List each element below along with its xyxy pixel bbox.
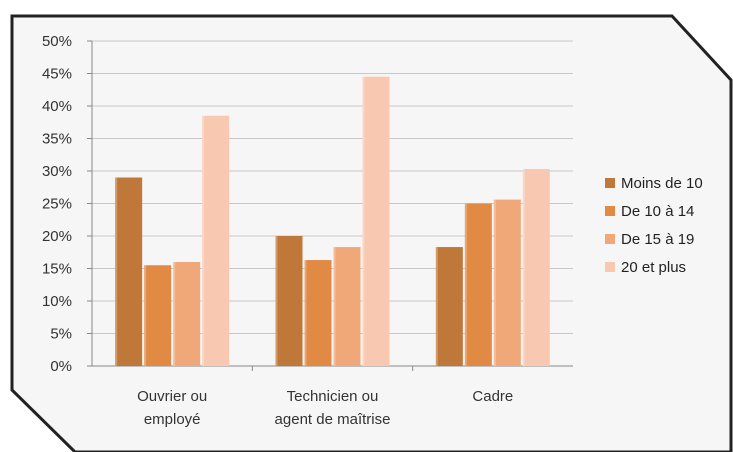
legend-label: De 15 à 19 bbox=[621, 231, 694, 248]
y-tick-label: 10% bbox=[42, 293, 72, 310]
bar-highlight bbox=[522, 169, 525, 366]
gridlines bbox=[92, 40, 573, 334]
bar bbox=[362, 76, 390, 366]
y-tick-label: 0% bbox=[50, 358, 72, 375]
legend-swatch bbox=[605, 262, 615, 272]
bar bbox=[202, 115, 230, 366]
bar-highlight bbox=[493, 199, 496, 366]
legend: Moins de 10 De 10 à 14 De 15 à 19 20 et plu… bbox=[605, 175, 703, 276]
x-category-label: Ouvrier ou bbox=[137, 388, 207, 405]
y-tick-label: 5% bbox=[50, 326, 72, 343]
bar-highlight bbox=[173, 262, 176, 366]
y-tick-label: 15% bbox=[42, 261, 72, 278]
bar-highlight bbox=[304, 260, 307, 366]
bar-highlight bbox=[362, 76, 365, 366]
bar bbox=[304, 260, 332, 366]
legend-swatch bbox=[605, 178, 615, 188]
legend-label: De 10 à 14 bbox=[621, 203, 694, 220]
bar-highlight bbox=[464, 203, 467, 366]
bar bbox=[464, 203, 492, 366]
bar bbox=[493, 199, 521, 366]
y-tick-label: 20% bbox=[42, 228, 72, 245]
bar bbox=[333, 247, 361, 366]
legend-label: 20 et plus bbox=[621, 259, 686, 276]
bar-highlight bbox=[144, 265, 147, 366]
legend-swatch bbox=[605, 206, 615, 216]
axes bbox=[87, 40, 573, 371]
y-tick-label: 45% bbox=[42, 66, 72, 83]
bar bbox=[115, 177, 143, 366]
legend-swatch bbox=[605, 234, 615, 244]
y-tick-label: 40% bbox=[42, 98, 72, 115]
bar-highlight bbox=[435, 247, 438, 366]
y-tick-label: 35% bbox=[42, 131, 72, 148]
axis-labels: 0% 5% 10% 15% 20% 25% 30% 35% 40% 45% 50% Ouvrier o… bbox=[42, 33, 513, 428]
bar bbox=[144, 265, 172, 366]
y-tick-label: 30% bbox=[42, 163, 72, 180]
bar bbox=[173, 262, 201, 366]
y-tick-label: 25% bbox=[42, 196, 72, 213]
x-category-label: agent de maîtrise bbox=[275, 411, 391, 428]
bar-highlight bbox=[275, 236, 278, 366]
bar bbox=[435, 247, 463, 366]
legend-label: Moins de 10 bbox=[621, 175, 703, 192]
bar bbox=[275, 236, 303, 366]
bar-highlight bbox=[202, 115, 205, 366]
bars bbox=[115, 76, 550, 366]
y-tick-label: 50% bbox=[42, 33, 72, 50]
bar-highlight bbox=[115, 177, 118, 366]
bar bbox=[522, 169, 550, 366]
x-category-label: Technicien ou bbox=[287, 388, 379, 405]
x-category-label: Cadre bbox=[472, 388, 513, 405]
bar-highlight bbox=[333, 247, 336, 366]
x-category-label: employé bbox=[144, 411, 201, 428]
